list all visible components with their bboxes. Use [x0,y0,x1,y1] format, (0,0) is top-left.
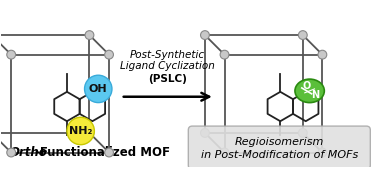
Text: -Functionalized MOF: -Functionalized MOF [35,146,170,159]
Text: Regioisomerism: Regioisomerism [235,137,324,147]
Circle shape [318,50,327,59]
Text: in Post-Modification of MOFs: in Post-Modification of MOFs [201,150,358,160]
Text: Ortho: Ortho [9,146,47,159]
Circle shape [298,129,307,137]
Circle shape [105,148,113,157]
Text: NH₂: NH₂ [69,126,92,136]
Text: O: O [302,81,311,91]
Circle shape [298,31,307,40]
Text: Post-Synthetic: Post-Synthetic [130,50,205,60]
Circle shape [201,129,209,137]
Text: Ligand Cyclization: Ligand Cyclization [120,61,215,71]
Circle shape [85,31,94,40]
Circle shape [7,50,15,59]
Circle shape [105,50,113,59]
Circle shape [85,129,94,137]
Text: OH: OH [89,84,108,94]
Ellipse shape [295,79,324,103]
Circle shape [201,31,209,40]
FancyBboxPatch shape [188,126,370,169]
Circle shape [220,50,229,59]
Circle shape [85,75,112,103]
Circle shape [67,117,94,145]
Circle shape [220,148,229,157]
Text: N: N [311,90,319,100]
Circle shape [7,148,15,157]
Circle shape [318,148,327,157]
Text: (PSLC): (PSLC) [148,74,187,84]
